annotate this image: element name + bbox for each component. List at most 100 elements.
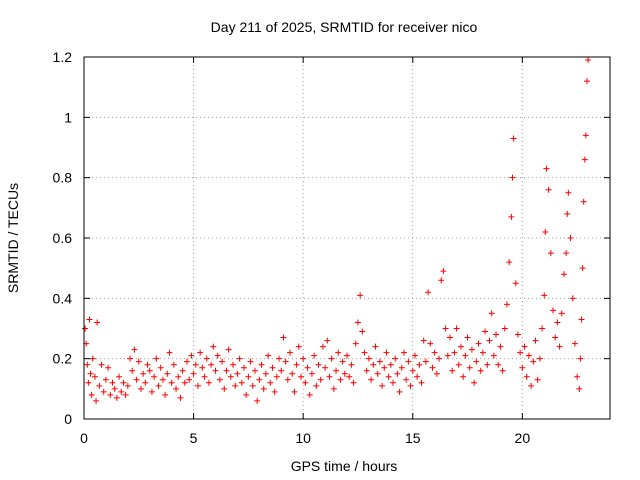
data-point: [197, 349, 204, 356]
data-point: [376, 358, 383, 365]
data-point: [436, 355, 443, 362]
data-point: [93, 397, 100, 404]
data-point: [140, 370, 147, 377]
data-point: [379, 382, 386, 389]
data-point: [509, 174, 516, 181]
data-point: [129, 367, 136, 374]
data-point: [569, 295, 576, 302]
data-point: [506, 259, 513, 266]
data-point: [370, 361, 377, 368]
data-point: [177, 394, 184, 401]
data-point: [425, 289, 432, 296]
data-point: [400, 349, 407, 356]
data-point: [523, 373, 530, 380]
data-point: [542, 228, 549, 235]
data-point: [554, 319, 561, 326]
data-point: [146, 367, 153, 374]
data-point: [560, 271, 567, 278]
data-point: [556, 343, 563, 350]
x-tick-label: 0: [80, 430, 88, 446]
data-point: [583, 78, 590, 85]
data-point: [431, 349, 438, 356]
data-point: [585, 57, 592, 64]
data-point: [216, 376, 223, 383]
data-point: [468, 346, 475, 353]
data-point: [238, 379, 245, 386]
data-point: [482, 328, 489, 335]
data-point: [262, 370, 269, 377]
data-point: [409, 367, 416, 374]
data-point: [383, 349, 390, 356]
data-point: [418, 379, 425, 386]
data-point: [453, 325, 460, 332]
data-point: [440, 268, 447, 275]
data-point: [392, 355, 399, 362]
data-point: [223, 367, 230, 374]
data-point: [403, 376, 410, 383]
data-point: [350, 379, 357, 386]
grid: [84, 57, 610, 419]
data-point: [407, 382, 414, 389]
data-point: [280, 334, 287, 341]
data-point: [153, 355, 160, 362]
data-point: [225, 346, 232, 353]
data-point: [227, 373, 234, 380]
data-point: [258, 361, 265, 368]
y-tick-label: 0: [64, 411, 72, 427]
data-point: [447, 334, 454, 341]
data-point: [85, 379, 92, 386]
axes: 0 0.2 0.4 0.6 0.8 1 1.2 0 5 10 15 20: [53, 49, 611, 446]
data-point: [168, 379, 175, 386]
data-point: [578, 316, 585, 323]
data-point: [398, 364, 405, 371]
data-point: [98, 361, 105, 368]
data-point: [528, 382, 535, 389]
data-point: [190, 370, 197, 377]
data-point: [137, 385, 144, 392]
data-point: [571, 340, 578, 347]
x-tick-label: 15: [405, 430, 421, 446]
data-point: [107, 391, 114, 398]
data-point: [278, 367, 285, 374]
data-point: [326, 373, 333, 380]
data-point: [210, 343, 217, 350]
data-point: [221, 385, 228, 392]
data-point: [372, 343, 379, 350]
data-point: [545, 186, 552, 193]
data-point: [203, 355, 210, 362]
data-point: [82, 325, 89, 332]
data-point: [256, 376, 263, 383]
data-point: [420, 337, 427, 344]
x-axis-label: GPS time / hours: [291, 458, 398, 474]
data-point: [574, 373, 581, 380]
data-point: [422, 358, 429, 365]
data-point: [208, 361, 215, 368]
data-point: [497, 343, 504, 350]
data-point: [271, 388, 278, 395]
data-point: [328, 355, 335, 362]
data-point: [352, 340, 359, 347]
data-point: [444, 352, 451, 359]
data-point: [306, 391, 313, 398]
data-point: [214, 352, 221, 359]
data-point: [219, 358, 226, 365]
data-point: [282, 358, 289, 365]
data-point: [212, 367, 219, 374]
data-point: [363, 367, 370, 374]
y-tick-label: 0.6: [53, 230, 73, 246]
data-point: [124, 382, 131, 389]
y-tick-label: 0.4: [53, 290, 73, 306]
data-point: [84, 361, 91, 368]
x-tick-label: 20: [515, 430, 531, 446]
data-point: [322, 364, 329, 371]
data-point: [514, 331, 521, 338]
data-point: [175, 373, 182, 380]
data-point: [155, 382, 162, 389]
data-point: [455, 361, 462, 368]
y-axis-label: SRMTID / TECUs: [5, 183, 21, 293]
data-point: [493, 331, 500, 338]
data-point: [184, 358, 191, 365]
data-point: [88, 391, 95, 398]
data-point: [346, 373, 353, 380]
data-point: [381, 364, 388, 371]
